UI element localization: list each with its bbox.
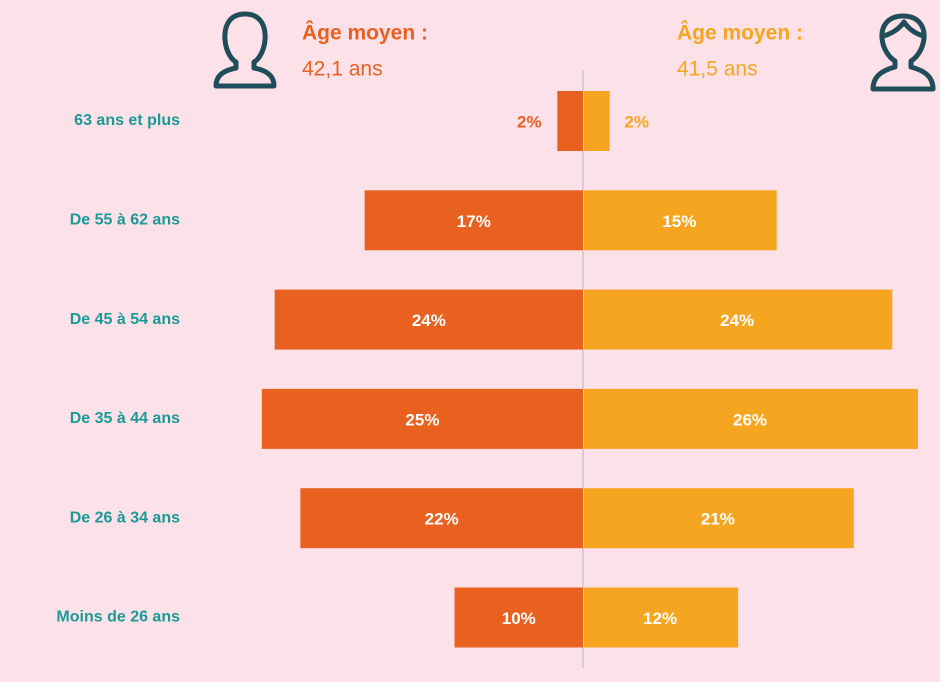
value-label: 25% <box>405 410 439 429</box>
bar <box>454 587 583 648</box>
bar <box>584 190 777 251</box>
category-label: De 45 à 54 ans <box>70 311 180 328</box>
bar <box>557 91 583 151</box>
bar <box>584 388 918 449</box>
value-label: 17% <box>457 212 491 231</box>
value-label: 15% <box>662 212 696 231</box>
value-label: 21% <box>701 510 735 529</box>
value-label: 2% <box>517 112 542 131</box>
bar <box>364 190 583 251</box>
bar <box>584 587 739 648</box>
annotation-title: Âge moyen : <box>302 21 428 45</box>
category-label: 63 ans et plus <box>74 112 180 129</box>
bar <box>584 289 893 350</box>
bar <box>274 289 583 350</box>
value-label: 10% <box>502 609 536 628</box>
value-label: 24% <box>720 311 754 330</box>
bar <box>300 488 583 549</box>
category-label: De 55 à 62 ans <box>70 212 180 229</box>
female-icon <box>213 11 277 89</box>
bar <box>584 91 610 151</box>
annotation-text: 42,1 ans <box>302 58 383 81</box>
value-label: 24% <box>412 311 446 330</box>
bar <box>261 388 583 449</box>
category-label: De 26 à 34 ans <box>70 509 180 526</box>
annotation-text: 41,5 ans <box>677 58 758 81</box>
value-label: 12% <box>643 609 677 628</box>
male-icon <box>870 13 936 92</box>
value-label: 26% <box>733 410 767 429</box>
category-label: Moins de 26 ans <box>56 609 180 626</box>
value-label: 22% <box>425 510 459 529</box>
value-label: 2% <box>624 112 649 131</box>
annotation-title: Âge moyen : <box>677 21 803 45</box>
bar <box>584 488 854 549</box>
category-label: De 35 à 44 ans <box>70 410 180 427</box>
